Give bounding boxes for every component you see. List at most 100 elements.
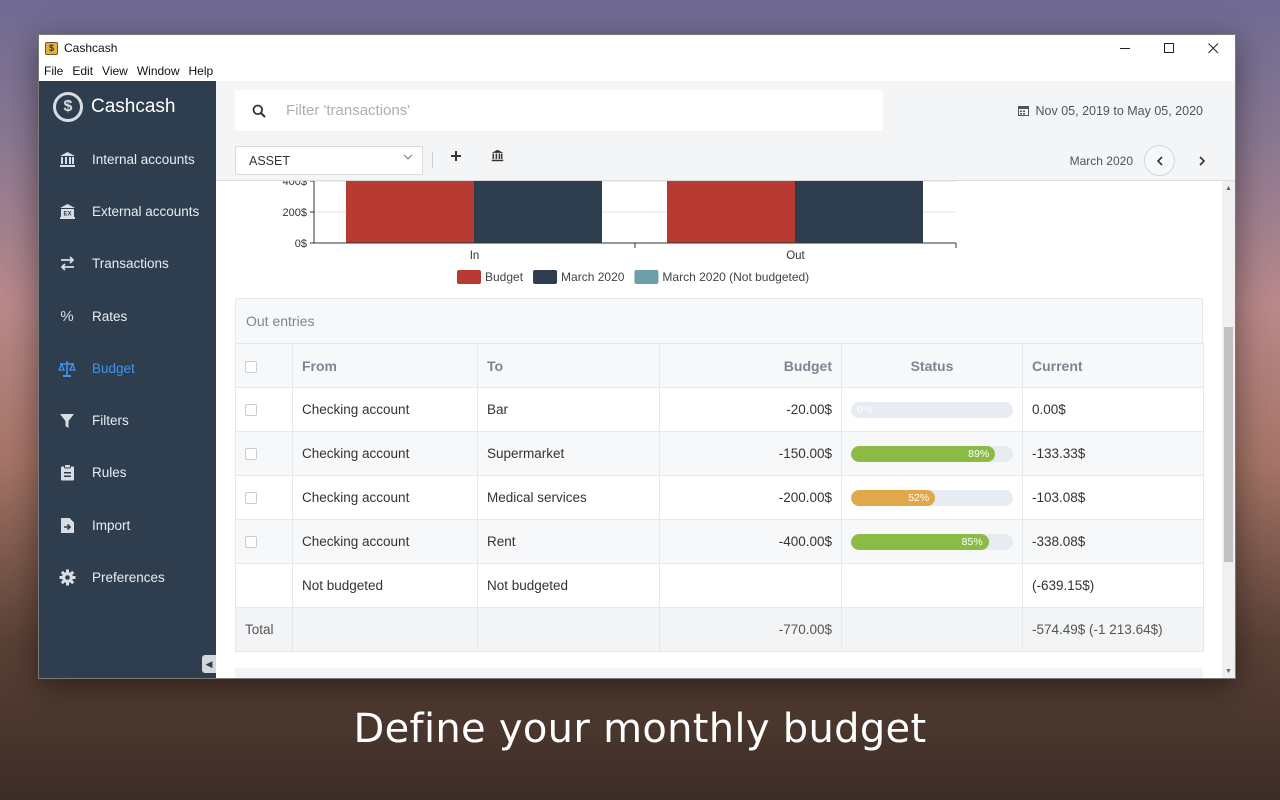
legend-swatch	[457, 270, 481, 284]
row-checkbox[interactable]	[245, 404, 257, 417]
from-cell: Not budgeted	[292, 563, 478, 608]
column-current[interactable]: Current	[1022, 343, 1204, 388]
filter-icon	[58, 412, 76, 430]
plus-icon	[451, 151, 461, 161]
percent-icon: %	[60, 307, 74, 325]
date-range-text: Nov 05, 2019 to May 05, 2020	[1035, 104, 1203, 118]
legend-label: March 2020 (Not budgeted)	[662, 270, 809, 284]
current-cell: -133.33$	[1022, 431, 1204, 476]
sidebar-item-filters[interactable]: Filters	[39, 394, 216, 446]
bar-march-2020	[474, 181, 602, 243]
chevron-down-icon	[403, 152, 413, 165]
menu-edit[interactable]: Edit	[72, 64, 94, 78]
file-import-icon	[58, 516, 76, 534]
menu-file[interactable]: File	[44, 64, 64, 78]
sidebar-item-rules[interactable]: Rules	[39, 447, 216, 499]
x-tick-label: In	[470, 250, 480, 262]
sidebar-item-label: Import	[92, 517, 131, 533]
account-type-select[interactable]: ASSET	[235, 146, 423, 175]
calendar-icon	[1018, 104, 1035, 118]
table-row[interactable]: Checking account Bar -20.00$ 0% 0.00$	[235, 387, 1204, 432]
accounts-button[interactable]	[491, 149, 504, 166]
sidebar-item-internal-accounts[interactable]: Internal accounts	[39, 133, 216, 185]
sidebar-item-label: Filters	[92, 413, 129, 429]
progress-bar: 52%	[851, 489, 1013, 506]
row-checkbox[interactable]	[245, 536, 257, 549]
total-row: Total -770.00$ -574.49$ (-1 213.64$)	[235, 607, 1204, 652]
sidebar-item-label: Transactions	[92, 256, 169, 272]
scroll-thumb[interactable]	[1224, 327, 1233, 562]
table-row[interactable]: Checking account Rent -400.00$ 85% -338.…	[235, 519, 1204, 564]
status-cell: 52%	[841, 475, 1023, 520]
budget-content: 400$ 200$ 0$ In Out Budget March 2020 March 202…	[216, 181, 1222, 678]
row-checkbox[interactable]	[245, 448, 257, 461]
bar-march-2020	[795, 181, 923, 243]
sidebar-item-preferences[interactable]: Preferences	[39, 551, 216, 603]
account-type-value: ASSET	[249, 153, 290, 168]
search-box	[235, 90, 883, 131]
close-icon	[1207, 42, 1218, 53]
sidebar-item-rates[interactable]: % Rates	[39, 290, 216, 342]
scroll-up-arrow-icon[interactable]: ▲	[1225, 184, 1232, 192]
to-cell: Bar	[477, 387, 660, 432]
menu-help[interactable]: Help	[188, 64, 214, 78]
column-status[interactable]: Status	[841, 343, 1023, 388]
budget-cell[interactable]: -200.00$	[659, 475, 842, 520]
toolbar-divider	[432, 152, 433, 168]
sidebar-item-label: Budget	[92, 360, 135, 376]
status-cell: 0%	[841, 387, 1023, 432]
close-button[interactable]	[1191, 35, 1235, 61]
legend-label: March 2020	[561, 270, 625, 284]
budget-cell[interactable]: -400.00$	[659, 519, 842, 564]
cashcash-app-icon: $	[45, 41, 58, 55]
row-checkbox[interactable]	[245, 492, 257, 505]
menu-window[interactable]: Window	[136, 64, 180, 78]
minimize-button[interactable]	[1103, 35, 1147, 61]
menu-view[interactable]: View	[102, 64, 128, 78]
column-to[interactable]: To	[477, 343, 660, 388]
next-month-button[interactable]	[1186, 145, 1217, 176]
collapse-sidebar-button[interactable]: ◀	[202, 655, 216, 673]
progress-bar: 85%	[851, 533, 1013, 550]
sidebar-item-import[interactable]: Import	[39, 499, 216, 551]
select-all-checkbox[interactable]	[245, 360, 257, 373]
transfer-arrows-icon	[58, 255, 76, 273]
budget-cell[interactable]: -150.00$	[659, 431, 842, 476]
legend-swatch	[634, 270, 659, 284]
status-cell: 89%	[841, 431, 1023, 476]
x-tick-label: Out	[786, 250, 805, 262]
table-row[interactable]: Checking account Supermarket -150.00$ 89…	[235, 431, 1204, 476]
sidebar-item-transactions[interactable]: Transactions	[39, 238, 216, 290]
maximize-button[interactable]	[1147, 35, 1191, 61]
not-budgeted-row: Not budgeted Not budgeted (-639.15$)	[235, 563, 1204, 608]
to-cell: Medical services	[477, 475, 660, 520]
column-from[interactable]: From	[292, 343, 478, 388]
out-entries-table: From To Budget Status Current Checking a…	[235, 343, 1204, 652]
brand-logo: $ Cashcash	[39, 81, 216, 133]
svg-text:EX: EX	[63, 211, 71, 217]
sidebar-item-external-accounts[interactable]: EX External accounts	[39, 185, 216, 237]
total-budget: -770.00$	[659, 607, 842, 652]
table-row[interactable]: Checking account Medical services -200.0…	[235, 475, 1204, 520]
to-cell: Supermarket	[477, 431, 660, 476]
select-all-header	[235, 343, 293, 388]
cashcash-logo-icon: $	[53, 92, 83, 122]
column-budget[interactable]: Budget	[659, 343, 842, 388]
scroll-down-arrow-icon[interactable]: ▼	[1225, 667, 1232, 675]
bar-budget	[667, 181, 795, 243]
budget-chart: 400$ 200$ 0$ In Out Budget March 2020 March 202…	[283, 181, 957, 284]
search-input[interactable]	[286, 102, 846, 119]
maximize-icon	[1163, 42, 1174, 53]
chevron-left-icon	[1156, 155, 1163, 166]
vertical-scrollbar[interactable]: ▲ ▼	[1222, 181, 1235, 678]
date-range[interactable]: Nov 05, 2019 to May 05, 2020	[1018, 104, 1203, 118]
previous-month-button[interactable]	[1144, 145, 1175, 176]
sidebar-item-budget[interactable]: Budget	[39, 342, 216, 394]
toolbar: Nov 05, 2019 to May 05, 2020 ASSET March…	[216, 81, 1235, 181]
main-area: Nov 05, 2019 to May 05, 2020 ASSET March…	[216, 81, 1235, 678]
gear-icon	[58, 569, 76, 587]
current-cell: -338.08$	[1022, 519, 1204, 564]
sidebar: $ Cashcash Internal accounts EX External…	[39, 81, 216, 678]
budget-cell[interactable]: -20.00$	[659, 387, 842, 432]
add-button[interactable]	[450, 149, 462, 166]
